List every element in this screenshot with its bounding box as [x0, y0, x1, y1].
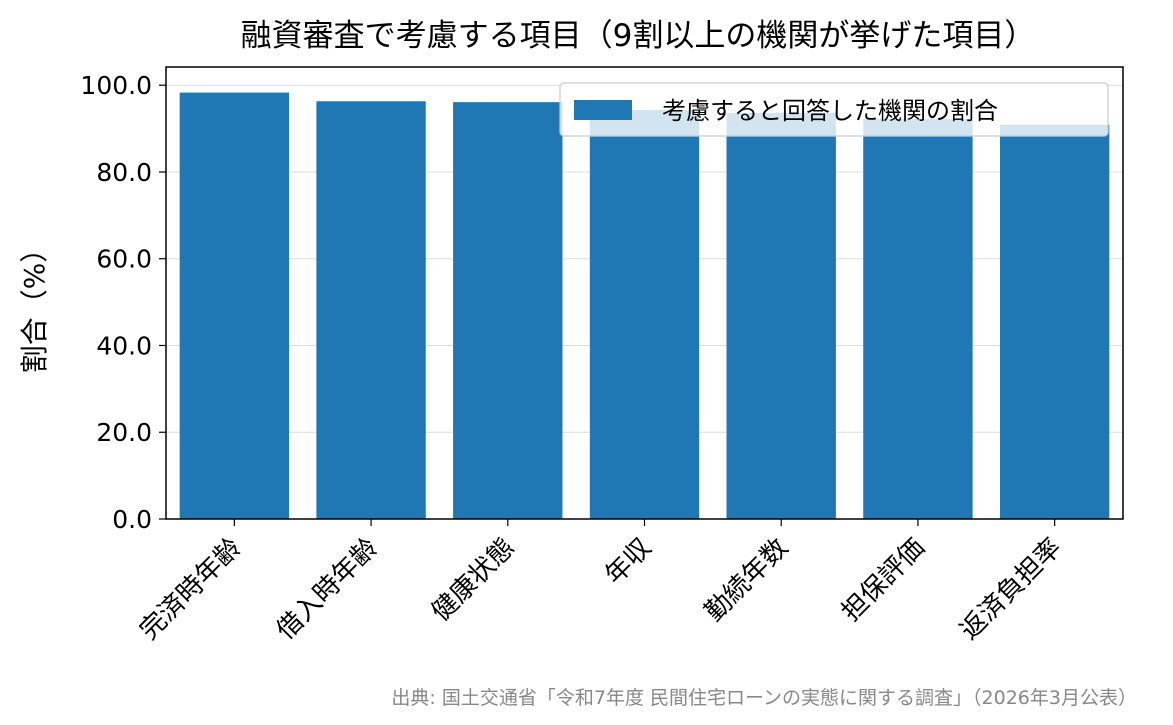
y-axis-ticks: 0.0 20.0 40.0 60.0 80.0 100.0 [80, 71, 166, 534]
x-tick-label: 担保評価 [836, 533, 931, 628]
x-tick-label: 年収 [599, 533, 657, 591]
legend-box [559, 82, 1109, 137]
legend-swatch [574, 100, 632, 120]
x-tick-label: 完済時年齢 [134, 533, 247, 646]
y-tick-label: 100.0 [80, 71, 152, 100]
bar-2 [316, 101, 426, 520]
y-tick-label: 40.0 [96, 331, 152, 360]
x-tick-label: 返済負担率 [954, 533, 1067, 646]
x-tick-label: 借入時年齢 [271, 533, 384, 646]
x-tick-label: 勤続年数 [699, 533, 794, 628]
source-note: 出典: 国土交通省「令和7年度 民間住宅ローンの実態に関する調査」（2026年3… [391, 687, 1137, 709]
y-tick-label: 0.0 [112, 505, 152, 534]
chart-title: 融資審査で考慮する項目（9割以上の機関が挙げた項目） [241, 18, 1036, 54]
bar-4 [589, 109, 700, 519]
y-tick-label: 80.0 [96, 158, 152, 187]
x-tick-label: 健康状態 [426, 533, 521, 628]
bars-group [179, 92, 1110, 520]
legend: 考慮すると回答した機関の割合 [559, 82, 1109, 137]
bar-6 [863, 119, 973, 519]
y-axis-label: 割合（%） [18, 235, 51, 374]
x-axis-ticks: 完済時年齢 借入時年齢 健康状態 年収 勤続年数 担保評価 返済負担率 [134, 519, 1068, 646]
bar-5 [726, 112, 836, 519]
bar-7 [999, 124, 1110, 519]
bar-1 [179, 92, 290, 520]
y-tick-label: 60.0 [96, 245, 152, 274]
legend-label: 考慮すると回答した機関の割合 [662, 97, 998, 125]
bar-3 [453, 102, 563, 519]
y-tick-label: 20.0 [96, 418, 152, 447]
